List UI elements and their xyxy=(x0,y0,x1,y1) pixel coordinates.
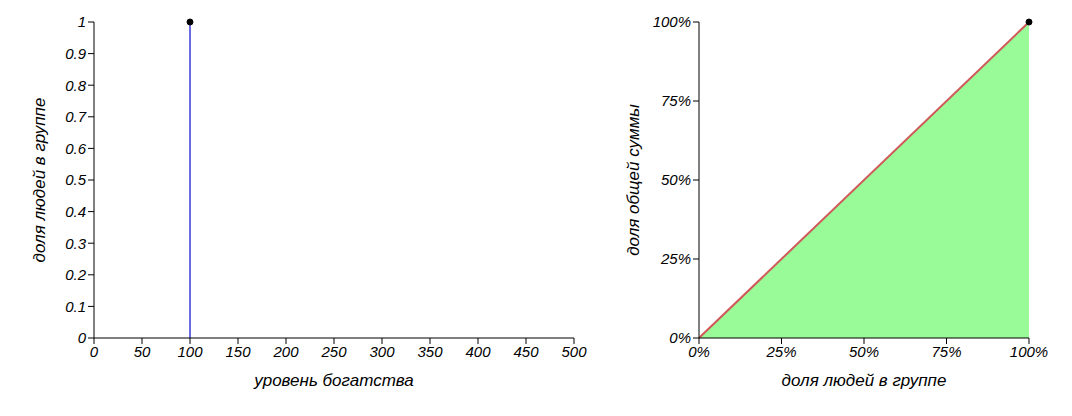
svg-text:0%: 0% xyxy=(688,343,710,360)
svg-text:250: 250 xyxy=(320,343,347,360)
svg-text:доля людей в группе: доля людей в группе xyxy=(782,371,947,390)
svg-text:0.5: 0.5 xyxy=(65,171,87,188)
svg-text:0.2: 0.2 xyxy=(65,266,87,283)
svg-text:50%: 50% xyxy=(849,343,879,360)
svg-text:100: 100 xyxy=(177,343,203,360)
svg-text:0.1: 0.1 xyxy=(65,298,86,315)
svg-text:0.4: 0.4 xyxy=(65,203,86,220)
svg-text:0.6: 0.6 xyxy=(65,140,87,157)
svg-text:0.9: 0.9 xyxy=(65,45,87,62)
svg-text:100%: 100% xyxy=(653,13,691,30)
svg-text:450: 450 xyxy=(513,343,539,360)
svg-text:0.7: 0.7 xyxy=(65,108,87,125)
svg-text:50%: 50% xyxy=(661,171,691,188)
svg-text:уровень богатства: уровень богатства xyxy=(253,371,414,390)
svg-text:доля людей в группе: доля людей в группе xyxy=(30,98,49,263)
svg-text:75%: 75% xyxy=(931,343,961,360)
svg-text:350: 350 xyxy=(417,343,443,360)
svg-text:150: 150 xyxy=(225,343,251,360)
svg-text:300: 300 xyxy=(369,343,395,360)
svg-text:25%: 25% xyxy=(660,250,691,267)
svg-text:400: 400 xyxy=(465,343,491,360)
svg-text:100%: 100% xyxy=(1010,343,1048,360)
svg-text:0: 0 xyxy=(90,343,99,360)
svg-text:0%: 0% xyxy=(669,329,691,346)
svg-text:500: 500 xyxy=(561,343,587,360)
svg-text:0: 0 xyxy=(78,329,87,346)
svg-text:доля общей суммы: доля общей суммы xyxy=(624,104,643,256)
svg-text:200: 200 xyxy=(272,343,299,360)
svg-text:0.8: 0.8 xyxy=(65,77,87,94)
svg-text:75%: 75% xyxy=(661,92,691,109)
svg-text:50: 50 xyxy=(134,343,151,360)
svg-text:25%: 25% xyxy=(765,343,796,360)
svg-text:1: 1 xyxy=(78,13,86,30)
svg-text:0.3: 0.3 xyxy=(65,235,87,252)
